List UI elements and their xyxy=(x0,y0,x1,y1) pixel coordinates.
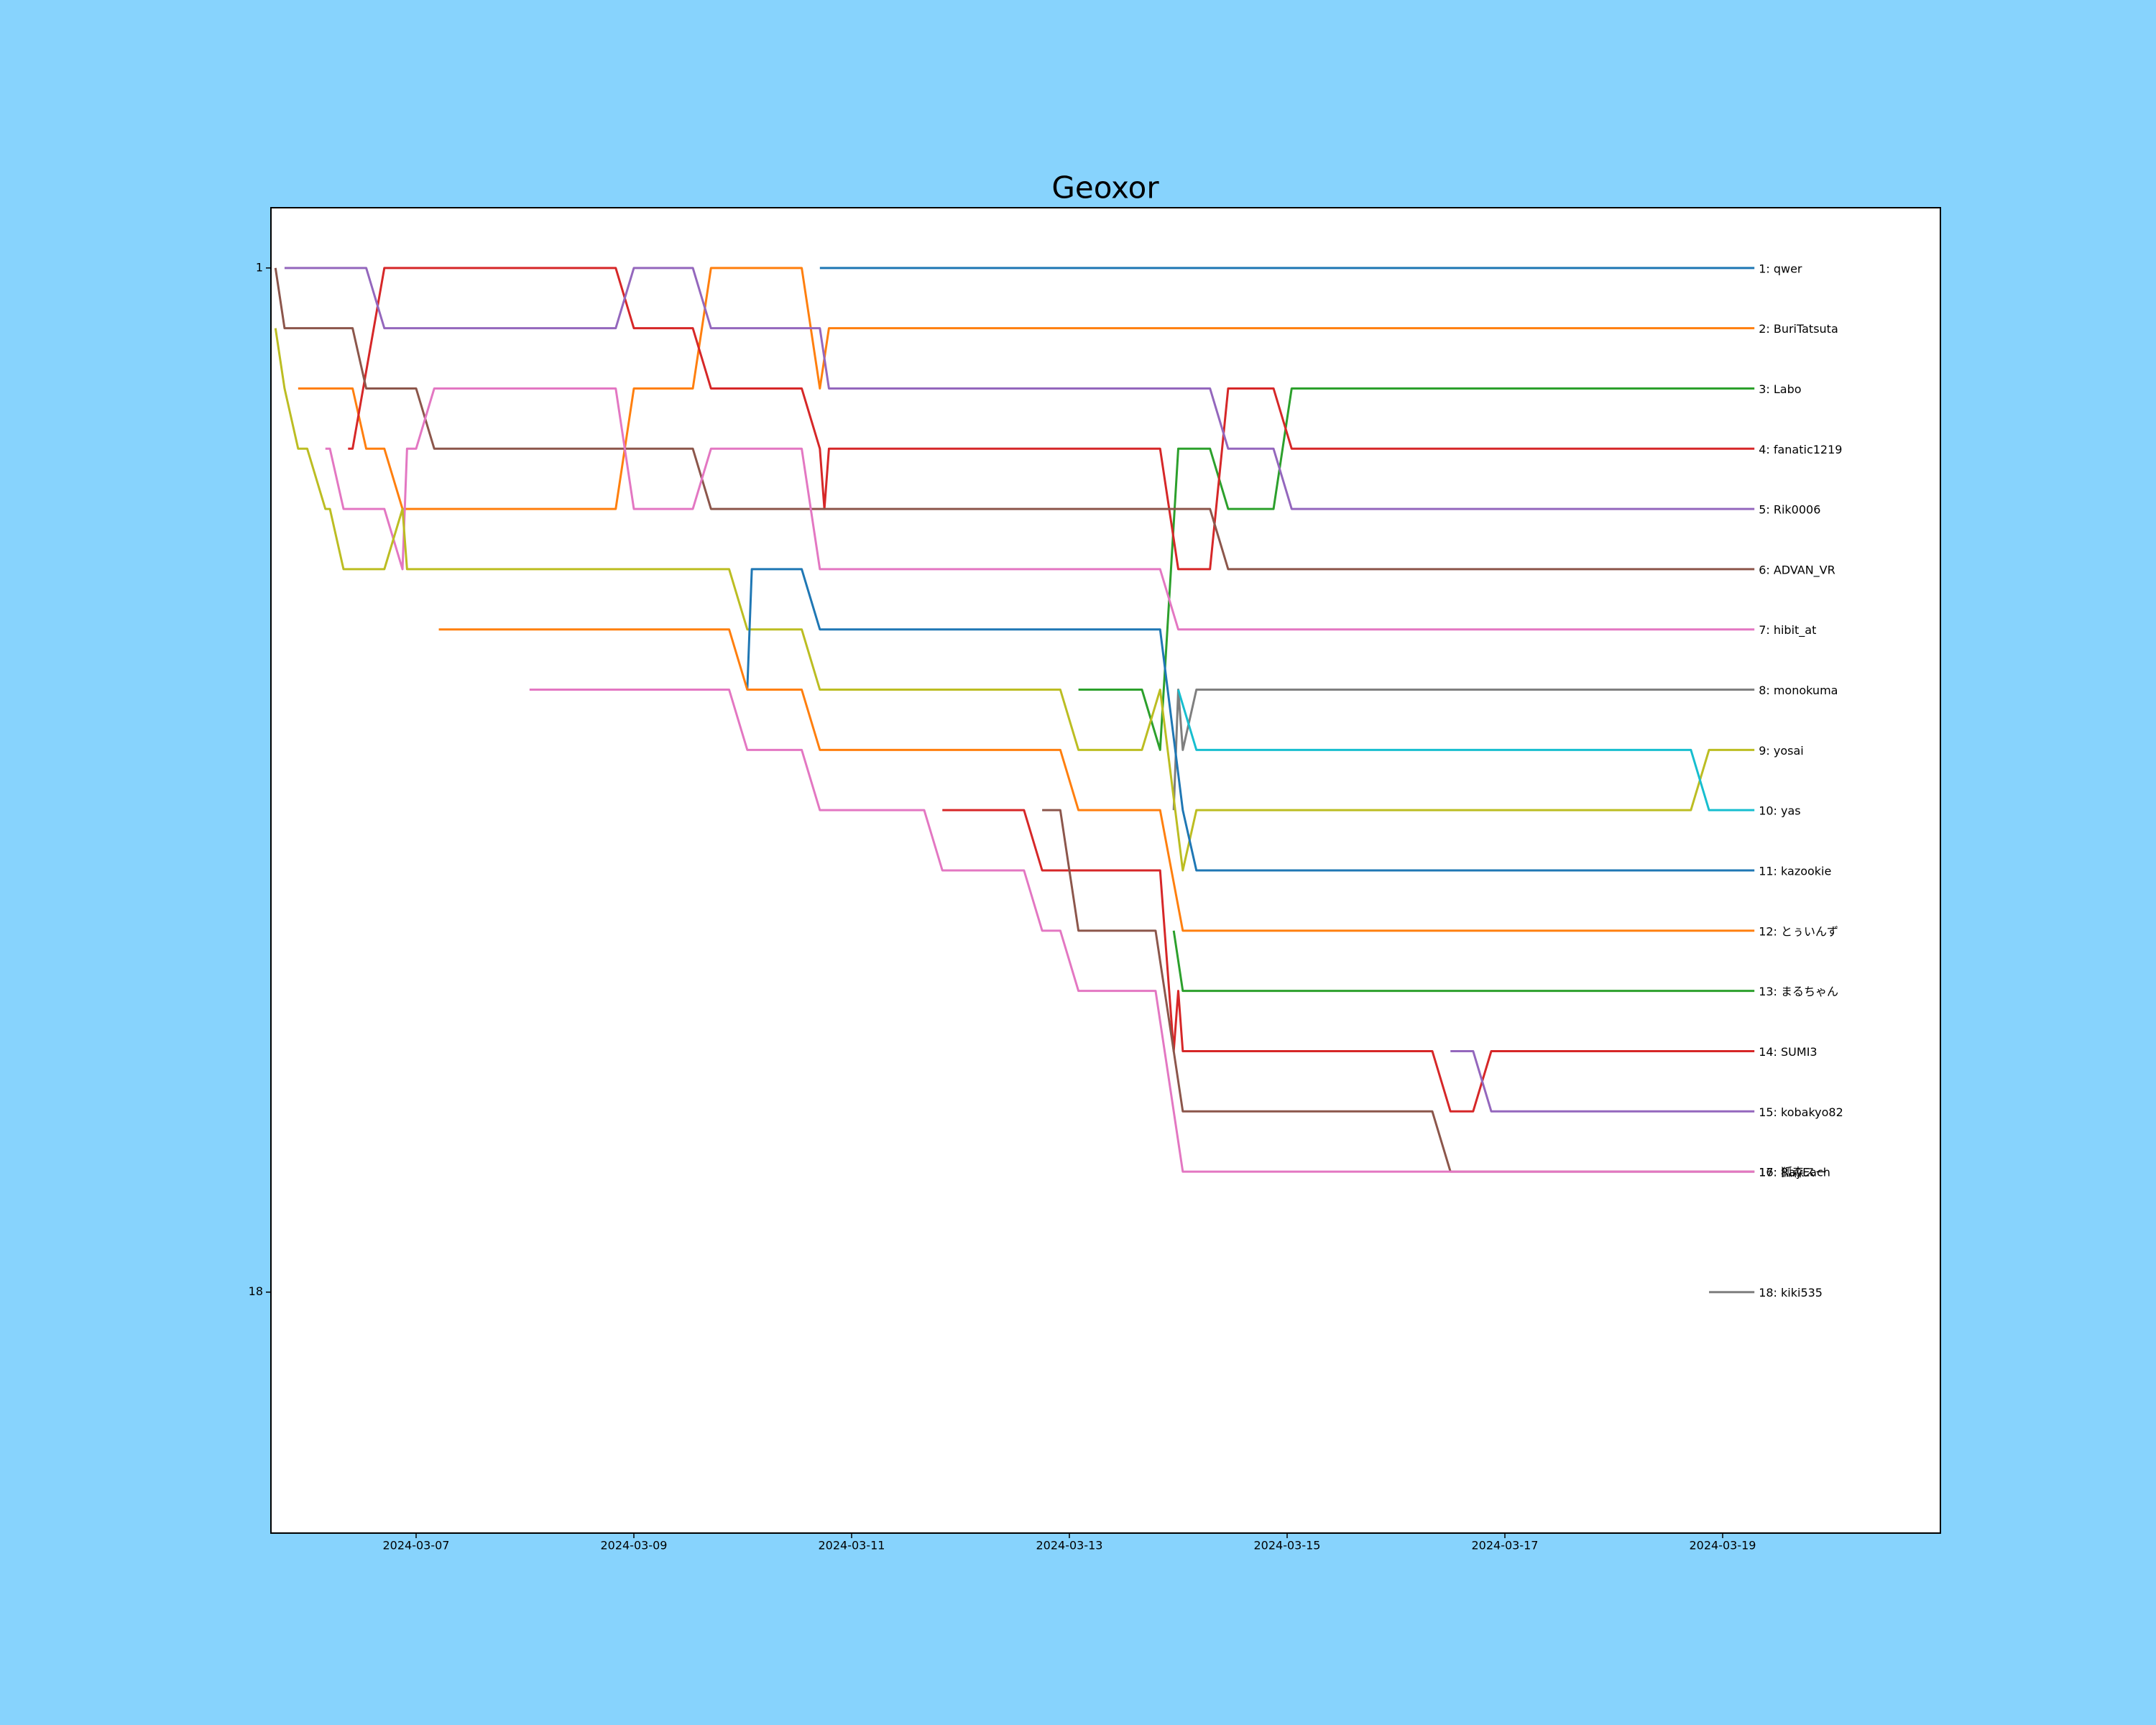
legend-label: 1: qwer xyxy=(1759,262,1802,275)
series-line xyxy=(746,568,1755,872)
legend-label: 6: ADVAN_VR xyxy=(1759,563,1835,577)
legend-label: 13: まるちゃん xyxy=(1759,985,1838,998)
series-line xyxy=(942,809,1755,1113)
legend-label: 10: yas xyxy=(1759,804,1800,818)
legend-label: 8: monokuma xyxy=(1759,684,1838,697)
series-line xyxy=(1042,809,1755,1173)
series-line xyxy=(348,267,1755,571)
x-tick-label: 2024-03-09 xyxy=(601,1539,668,1552)
legend-label: 4: fanatic1219 xyxy=(1759,443,1842,456)
series-line xyxy=(298,267,1755,510)
legend-label: 16: 狐森スー xyxy=(1759,1166,1827,1179)
series-line xyxy=(284,267,1755,510)
x-tick-label: 2024-03-17 xyxy=(1472,1539,1539,1552)
series-line xyxy=(274,267,1755,571)
x-tick-label: 2024-03-13 xyxy=(1036,1539,1103,1552)
legend-label: 2: BuriTatsuta xyxy=(1759,322,1838,336)
chart-title: Geoxor xyxy=(1051,170,1159,206)
series-line xyxy=(274,328,1755,872)
legend-label: 3: Labo xyxy=(1759,382,1801,396)
legend-label: 15: kobakyo82 xyxy=(1759,1105,1843,1119)
x-tick-label: 2024-03-15 xyxy=(1254,1539,1321,1552)
series-line xyxy=(1172,689,1755,811)
x-tick-label: 2024-03-19 xyxy=(1690,1539,1756,1552)
legend-label: 14: SUMI3 xyxy=(1759,1045,1817,1059)
series-line xyxy=(438,628,1755,932)
series-line xyxy=(529,689,1755,1173)
legend-label: 9: yosai xyxy=(1759,744,1804,758)
x-tick-label: 2024-03-11 xyxy=(819,1539,885,1552)
legend-label: 5: Rik0006 xyxy=(1759,503,1820,517)
x-tick-label: 2024-03-07 xyxy=(383,1539,450,1552)
legend-label: 7: hibit_at xyxy=(1759,623,1816,638)
legend-label: 12: とぅいんず xyxy=(1759,924,1838,938)
legend-label: 18: kiki535 xyxy=(1759,1286,1823,1300)
legend-label: 11: kazookie xyxy=(1759,865,1831,878)
series-line xyxy=(1450,1049,1755,1113)
legend-label: 17: RayEach xyxy=(1759,1166,1830,1179)
series-line xyxy=(1172,930,1755,993)
y-tick-label: 18 xyxy=(249,1284,263,1298)
series-line xyxy=(1177,689,1755,811)
series-line xyxy=(325,387,1755,631)
y-tick-label: 1 xyxy=(256,260,263,274)
